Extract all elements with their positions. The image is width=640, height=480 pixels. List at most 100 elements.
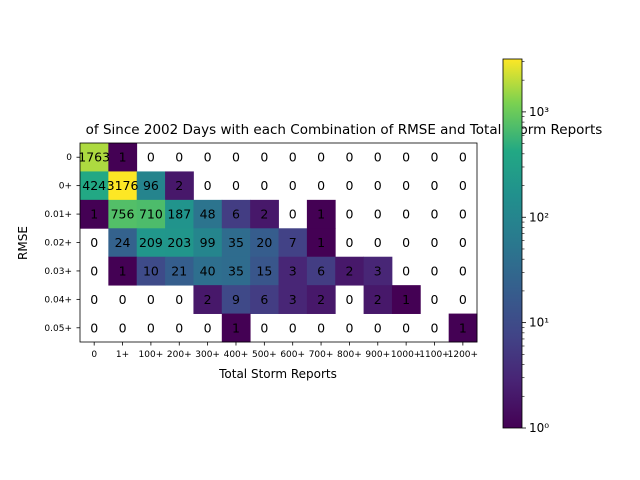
cell-value-label: 2 (175, 178, 183, 193)
heatmap-cell (221, 256, 251, 286)
cell-value-label: 40 (200, 263, 216, 278)
cell-value-label: 0 (90, 320, 98, 335)
cell-value-label: 710 (139, 207, 163, 222)
colorbar-tick-label: 10⁰ (529, 421, 549, 435)
heatmap-cell (250, 199, 279, 229)
cell-value-label: 0 (289, 207, 297, 222)
cell-value-label: 0 (260, 178, 268, 193)
chart-title: of Since 2002 Days with each Combination… (86, 122, 603, 138)
heatmap-cell (306, 228, 336, 258)
cell-value-label: 3 (289, 263, 297, 278)
heatmap-cell (221, 285, 251, 314)
cell-value-label: 187 (167, 207, 191, 222)
cell-value-label: 15 (256, 263, 272, 278)
heatmap-cell (80, 171, 109, 201)
cell-value-label: 209 (139, 235, 163, 250)
heatmap-cell (136, 228, 166, 258)
cell-value-label: 0 (204, 150, 212, 165)
heatmap-cell (165, 171, 194, 201)
heatmap-cell (278, 256, 308, 286)
cell-value-label: 0 (345, 178, 353, 193)
x-tick-label: 100+ (139, 350, 164, 360)
heatmap-cell (363, 256, 393, 286)
heatmap-cell (80, 199, 109, 229)
cell-value-label: 0 (289, 320, 297, 335)
heatmap-cell (108, 256, 138, 286)
cell-value-label: 3 (374, 263, 382, 278)
cell-value-label: 0 (119, 292, 127, 307)
cell-value-label: 0 (402, 235, 410, 250)
cell-value-label: 35 (228, 235, 244, 250)
cell-value-label: 1 (402, 292, 410, 307)
cell-value-label: 0 (175, 320, 183, 335)
cell-value-label: 6 (232, 207, 240, 222)
cell-value-label: 0 (232, 178, 240, 193)
cell-value-label: 99 (200, 235, 216, 250)
heatmap-cell (193, 256, 223, 286)
x-axis-ticks: 0 1+ 100+ 200+ 300+ 400+ 500+ 600+ 700+ 800+ 900+ 1… (91, 342, 478, 360)
cell-value-label: 20 (256, 235, 272, 250)
heatmap-cell (391, 285, 421, 314)
cell-value-label: 0 (431, 178, 439, 193)
y-axis-label: RMSE (16, 226, 30, 260)
cell-value-label: 2 (345, 263, 353, 278)
cell-value-label: 0 (374, 235, 382, 250)
cell-value-label: 0 (345, 235, 353, 250)
cell-value-label: 0 (90, 235, 98, 250)
x-tick-label: 1100+ (419, 350, 449, 360)
cell-value-label: 1 (459, 320, 467, 335)
cell-value-label: 0 (459, 207, 467, 222)
cell-value-label: 0 (317, 320, 325, 335)
cell-value-label: 0 (90, 292, 98, 307)
cell-value-label: 0 (431, 320, 439, 335)
y-tick-label: 0 (66, 153, 72, 163)
heatmap-cell (306, 256, 336, 286)
cell-value-label: 21 (171, 263, 187, 278)
cell-value-label: 24 (115, 235, 131, 250)
heatmap-cell (448, 313, 478, 343)
heatmap-cell (108, 228, 138, 258)
cell-value-label: 48 (200, 207, 216, 222)
heatmap-cell (136, 171, 166, 201)
cell-value-label: 0 (459, 235, 467, 250)
cell-value-label: 6 (317, 263, 325, 278)
cell-value-label: 0 (204, 178, 212, 193)
cell-value-label: 1 (317, 207, 325, 222)
cell-value-label: 0 (317, 150, 325, 165)
y-tick-label: 0.04+ (44, 295, 72, 305)
cell-value-label: 1 (119, 150, 127, 165)
heatmap-cell (136, 199, 166, 229)
heatmap-cells (80, 143, 478, 343)
cell-value-label: 0 (345, 150, 353, 165)
colorbar-tick-label: 10³ (529, 105, 549, 119)
x-tick-label: 400+ (224, 350, 249, 360)
cell-value-label: 203 (167, 235, 191, 250)
cell-value-label: 0 (147, 150, 155, 165)
cell-value-label: 0 (119, 320, 127, 335)
cell-value-label: 0 (175, 292, 183, 307)
cell-value-label: 0 (374, 178, 382, 193)
x-tick-label: 1+ (116, 350, 129, 360)
x-tick-label: 600+ (280, 350, 305, 360)
x-tick-label: 500+ (252, 350, 277, 360)
cell-value-label: 1 (90, 207, 98, 222)
cell-value-label: 0 (459, 178, 467, 193)
heatmap-cell (108, 171, 138, 201)
cell-value-label: 0 (459, 263, 467, 278)
heatmap-cell (221, 313, 251, 343)
heatmap-cell (250, 228, 279, 258)
heatmap-cell (250, 256, 279, 286)
cell-value-label: 756 (111, 207, 135, 222)
x-tick-label: 0 (91, 350, 97, 360)
heatmap-cell (136, 256, 166, 286)
heatmap-cell (306, 285, 336, 314)
cell-value-label: 0 (175, 150, 183, 165)
heatmap-cell (363, 285, 393, 314)
cell-value-label: 0 (289, 150, 297, 165)
cell-value-label: 1 (317, 235, 325, 250)
cell-value-label: 0 (147, 292, 155, 307)
x-tick-label: 700+ (309, 350, 334, 360)
cell-value-label: 3176 (107, 178, 139, 193)
x-tick-label: 300+ (195, 350, 220, 360)
